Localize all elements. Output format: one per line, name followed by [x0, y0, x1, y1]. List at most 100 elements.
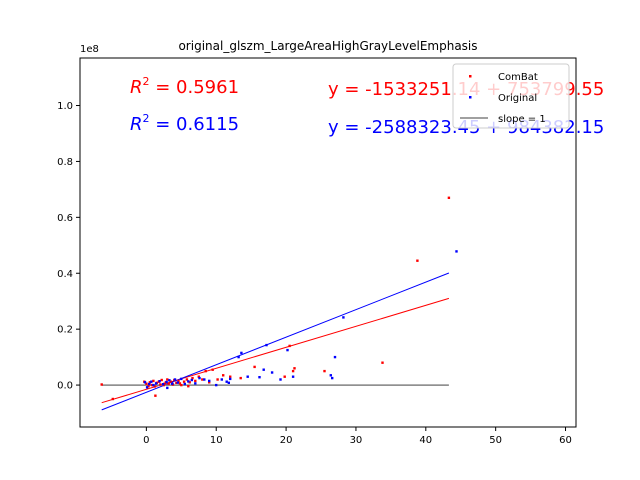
- y-tick-label-0: 0.0: [57, 381, 73, 392]
- point-combat-23: [182, 380, 186, 383]
- point-combat-34: [222, 374, 225, 377]
- point-original-27: [246, 375, 249, 378]
- combat-r2-annotation: R2 = 0.5961: [130, 75, 239, 98]
- y-multiplier-label: 1e8: [80, 44, 99, 55]
- point-original-23: [225, 380, 228, 383]
- legend-box: [452, 63, 570, 129]
- point-original-41: [166, 386, 169, 390]
- x-tick-label-5: 50: [489, 435, 502, 446]
- point-combat-26: [191, 376, 194, 380]
- point-original-30: [265, 343, 268, 347]
- point-combat-33: [216, 378, 219, 381]
- point-combat-20: [175, 381, 178, 384]
- point-combat-48: [178, 382, 182, 385]
- point-combat-41: [293, 367, 296, 370]
- point-original-29: [262, 368, 265, 371]
- point-combat-44: [416, 259, 419, 262]
- point-combat-25: [188, 381, 191, 384]
- point-combat-12: [160, 378, 163, 382]
- point-original-40: [227, 381, 230, 384]
- point-original-15: [187, 380, 190, 383]
- point-original-31: [270, 371, 274, 374]
- point-combat-43: [381, 361, 384, 364]
- point-original-39: [455, 250, 458, 253]
- point-original-25: [237, 355, 240, 359]
- point-combat-17: [169, 380, 172, 383]
- point-original-8: [165, 380, 168, 384]
- point-original-14: [183, 382, 186, 386]
- point-original-3: [150, 380, 153, 383]
- point-original-22: [220, 378, 223, 381]
- point-combat-0: [100, 383, 103, 386]
- point-combat-38: [283, 375, 286, 378]
- original-r2-annotation: R2 = 0.6115: [130, 112, 239, 135]
- legend-original-label: Original: [498, 93, 537, 104]
- x-tick-label-3: 30: [350, 435, 363, 446]
- point-original-4: [152, 383, 155, 387]
- point-combat-30: [204, 369, 207, 373]
- point-original-38: [342, 316, 345, 319]
- legend-slope-label: slope = 1: [498, 114, 546, 125]
- point-combat-5: [148, 381, 152, 384]
- point-combat-6: [150, 383, 154, 387]
- x-tick-label-1: 10: [210, 435, 223, 446]
- x-tick-label-0: 0: [143, 435, 149, 446]
- point-combat-4: [147, 385, 150, 388]
- point-original-24: [229, 377, 232, 381]
- plot-frame: [79, 57, 577, 428]
- legend-combat-marker: [469, 75, 472, 78]
- x-tick-label-4: 40: [419, 435, 432, 446]
- point-original-9: [168, 379, 171, 382]
- y-tick-label-1: 0.2: [57, 325, 73, 336]
- legend-combat-label: ComBat: [498, 72, 538, 83]
- fit-line-1: [101, 272, 450, 411]
- point-combat-24: [185, 378, 189, 381]
- point-combat-47: [163, 382, 166, 385]
- point-original-36: [331, 376, 334, 380]
- point-combat-39: [288, 344, 291, 348]
- point-combat-27: [194, 379, 197, 383]
- y-tick-label-5: 1.0: [57, 101, 73, 112]
- y-tick-label-4: 0.8: [57, 157, 73, 168]
- point-combat-32: [211, 368, 214, 371]
- point-original-11: [173, 378, 177, 381]
- point-original-28: [258, 376, 261, 379]
- point-combat-22: [180, 383, 183, 387]
- point-original-20: [208, 379, 211, 383]
- point-original-2: [148, 382, 151, 386]
- point-original-32: [279, 378, 282, 381]
- point-combat-21: [177, 379, 180, 383]
- point-combat-31: [208, 381, 211, 384]
- point-original-26: [240, 351, 243, 355]
- point-original-7: [161, 383, 165, 386]
- point-original-17: [194, 382, 197, 385]
- point-combat-42: [323, 369, 326, 373]
- chart-title: original_glszm_LargeAreaHighGrayLevelEmp…: [178, 39, 477, 53]
- y-tick-label-2: 0.4: [57, 269, 73, 280]
- point-combat-16: [167, 382, 170, 385]
- y-axis: 0.0 0.2 0.4 0.6 0.8 1.0: [57, 101, 80, 392]
- point-combat-45: [447, 196, 451, 199]
- point-combat-7: [152, 379, 155, 383]
- plot-area: [100, 196, 458, 411]
- legend-original-marker: [469, 96, 472, 99]
- point-combat-36: [239, 376, 242, 380]
- point-original-21: [215, 383, 218, 387]
- point-original-5: [154, 382, 158, 385]
- point-combat-46: [154, 394, 157, 397]
- point-original-16: [190, 378, 193, 382]
- data-points: [100, 196, 458, 401]
- point-combat-28: [197, 375, 200, 378]
- point-original-0: [143, 381, 147, 384]
- legend: ComBat Original slope = 1: [452, 63, 570, 129]
- x-axis: 0 10 20 30 40 50 60: [143, 427, 572, 446]
- point-original-37: [333, 355, 337, 359]
- x-tick-label-2: 20: [280, 435, 293, 446]
- point-combat-40: [291, 369, 295, 373]
- point-combat-8: [153, 385, 156, 388]
- point-original-6: [158, 380, 161, 383]
- point-original-35: [329, 374, 332, 377]
- point-combat-29: [201, 378, 204, 381]
- point-combat-49: [187, 385, 190, 388]
